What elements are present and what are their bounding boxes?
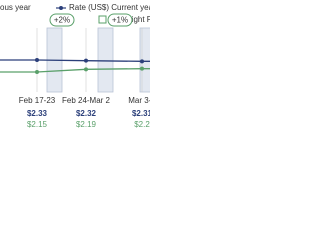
x-tick-label: Feb 24-Mar 2 bbox=[62, 96, 111, 105]
x-tick-label: Mar 3-9 bbox=[128, 96, 150, 105]
value-label: $2.31 bbox=[132, 109, 150, 118]
point bbox=[140, 59, 144, 64]
legend-label: ous year bbox=[0, 3, 31, 12]
value-label: $2.32 bbox=[76, 109, 97, 118]
series-line bbox=[0, 59, 150, 62]
series-line bbox=[0, 68, 150, 73]
x-tick-label: Feb 17-23 bbox=[19, 96, 56, 105]
point bbox=[84, 58, 88, 63]
value-label: $2.15 bbox=[27, 120, 48, 129]
badge bbox=[49, 13, 75, 27]
value-label: $2.19 bbox=[76, 120, 97, 129]
point bbox=[35, 70, 39, 74]
point bbox=[84, 67, 88, 72]
value-label: $2.2 bbox=[134, 120, 150, 129]
legend-label: Rate (US$) Current year bbox=[69, 3, 150, 12]
legend-box bbox=[98, 15, 107, 24]
badge bbox=[107, 13, 133, 27]
badge-label: +1% bbox=[112, 16, 128, 25]
bar bbox=[97, 27, 114, 93]
badge-label: +2% bbox=[54, 16, 70, 25]
bar bbox=[139, 27, 150, 93]
legend-marker bbox=[59, 6, 63, 10]
point bbox=[35, 58, 39, 62]
point bbox=[140, 66, 144, 71]
value-label: $2.33 bbox=[27, 109, 48, 118]
